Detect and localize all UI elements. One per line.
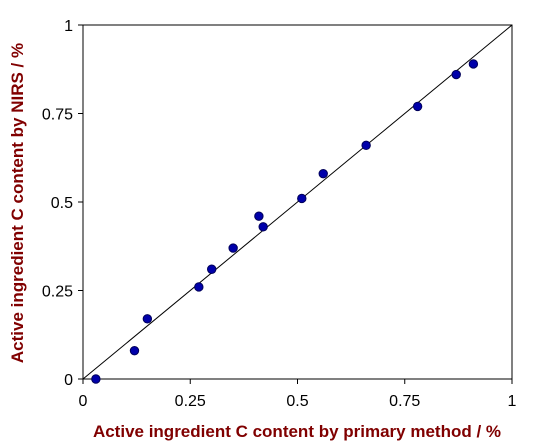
x-tick-label: 0.5 <box>286 393 308 410</box>
y-tick-label: 0 <box>64 372 73 389</box>
data-points <box>91 59 479 384</box>
x-tick-label: 0 <box>79 393 88 410</box>
data-point <box>318 168 328 179</box>
y-tick-label: 0.25 <box>42 284 73 301</box>
y-tick-label: 1 <box>64 18 73 35</box>
data-point <box>468 59 479 69</box>
data-point <box>258 222 268 232</box>
y-axis-ticks: 0 0.25 0.5 0.75 1 <box>42 18 83 389</box>
data-point <box>228 243 238 253</box>
y-tick-label: 0.75 <box>42 107 73 124</box>
x-axis-ticks: 0 0.25 0.5 0.75 1 <box>79 379 517 410</box>
x-tick-label: 0.75 <box>389 393 420 410</box>
x-tick-label: 0.25 <box>175 393 206 410</box>
data-point <box>297 193 307 204</box>
data-point <box>451 69 461 80</box>
reference-line-group <box>82 24 513 380</box>
data-point <box>361 140 371 151</box>
data-point <box>129 345 140 356</box>
y-tick-label: 0.5 <box>51 195 73 212</box>
data-point <box>254 211 264 221</box>
data-point <box>412 101 423 112</box>
x-tick-label: 1 <box>508 393 517 410</box>
data-point <box>207 264 217 274</box>
identity-line <box>82 24 513 380</box>
y-axis-title: Active ingredient C content by NIRS / % <box>8 43 27 363</box>
data-point <box>194 282 204 292</box>
x-axis-title: Active ingredient C content by primary m… <box>93 422 501 441</box>
data-point <box>91 374 101 384</box>
data-point <box>142 314 153 324</box>
